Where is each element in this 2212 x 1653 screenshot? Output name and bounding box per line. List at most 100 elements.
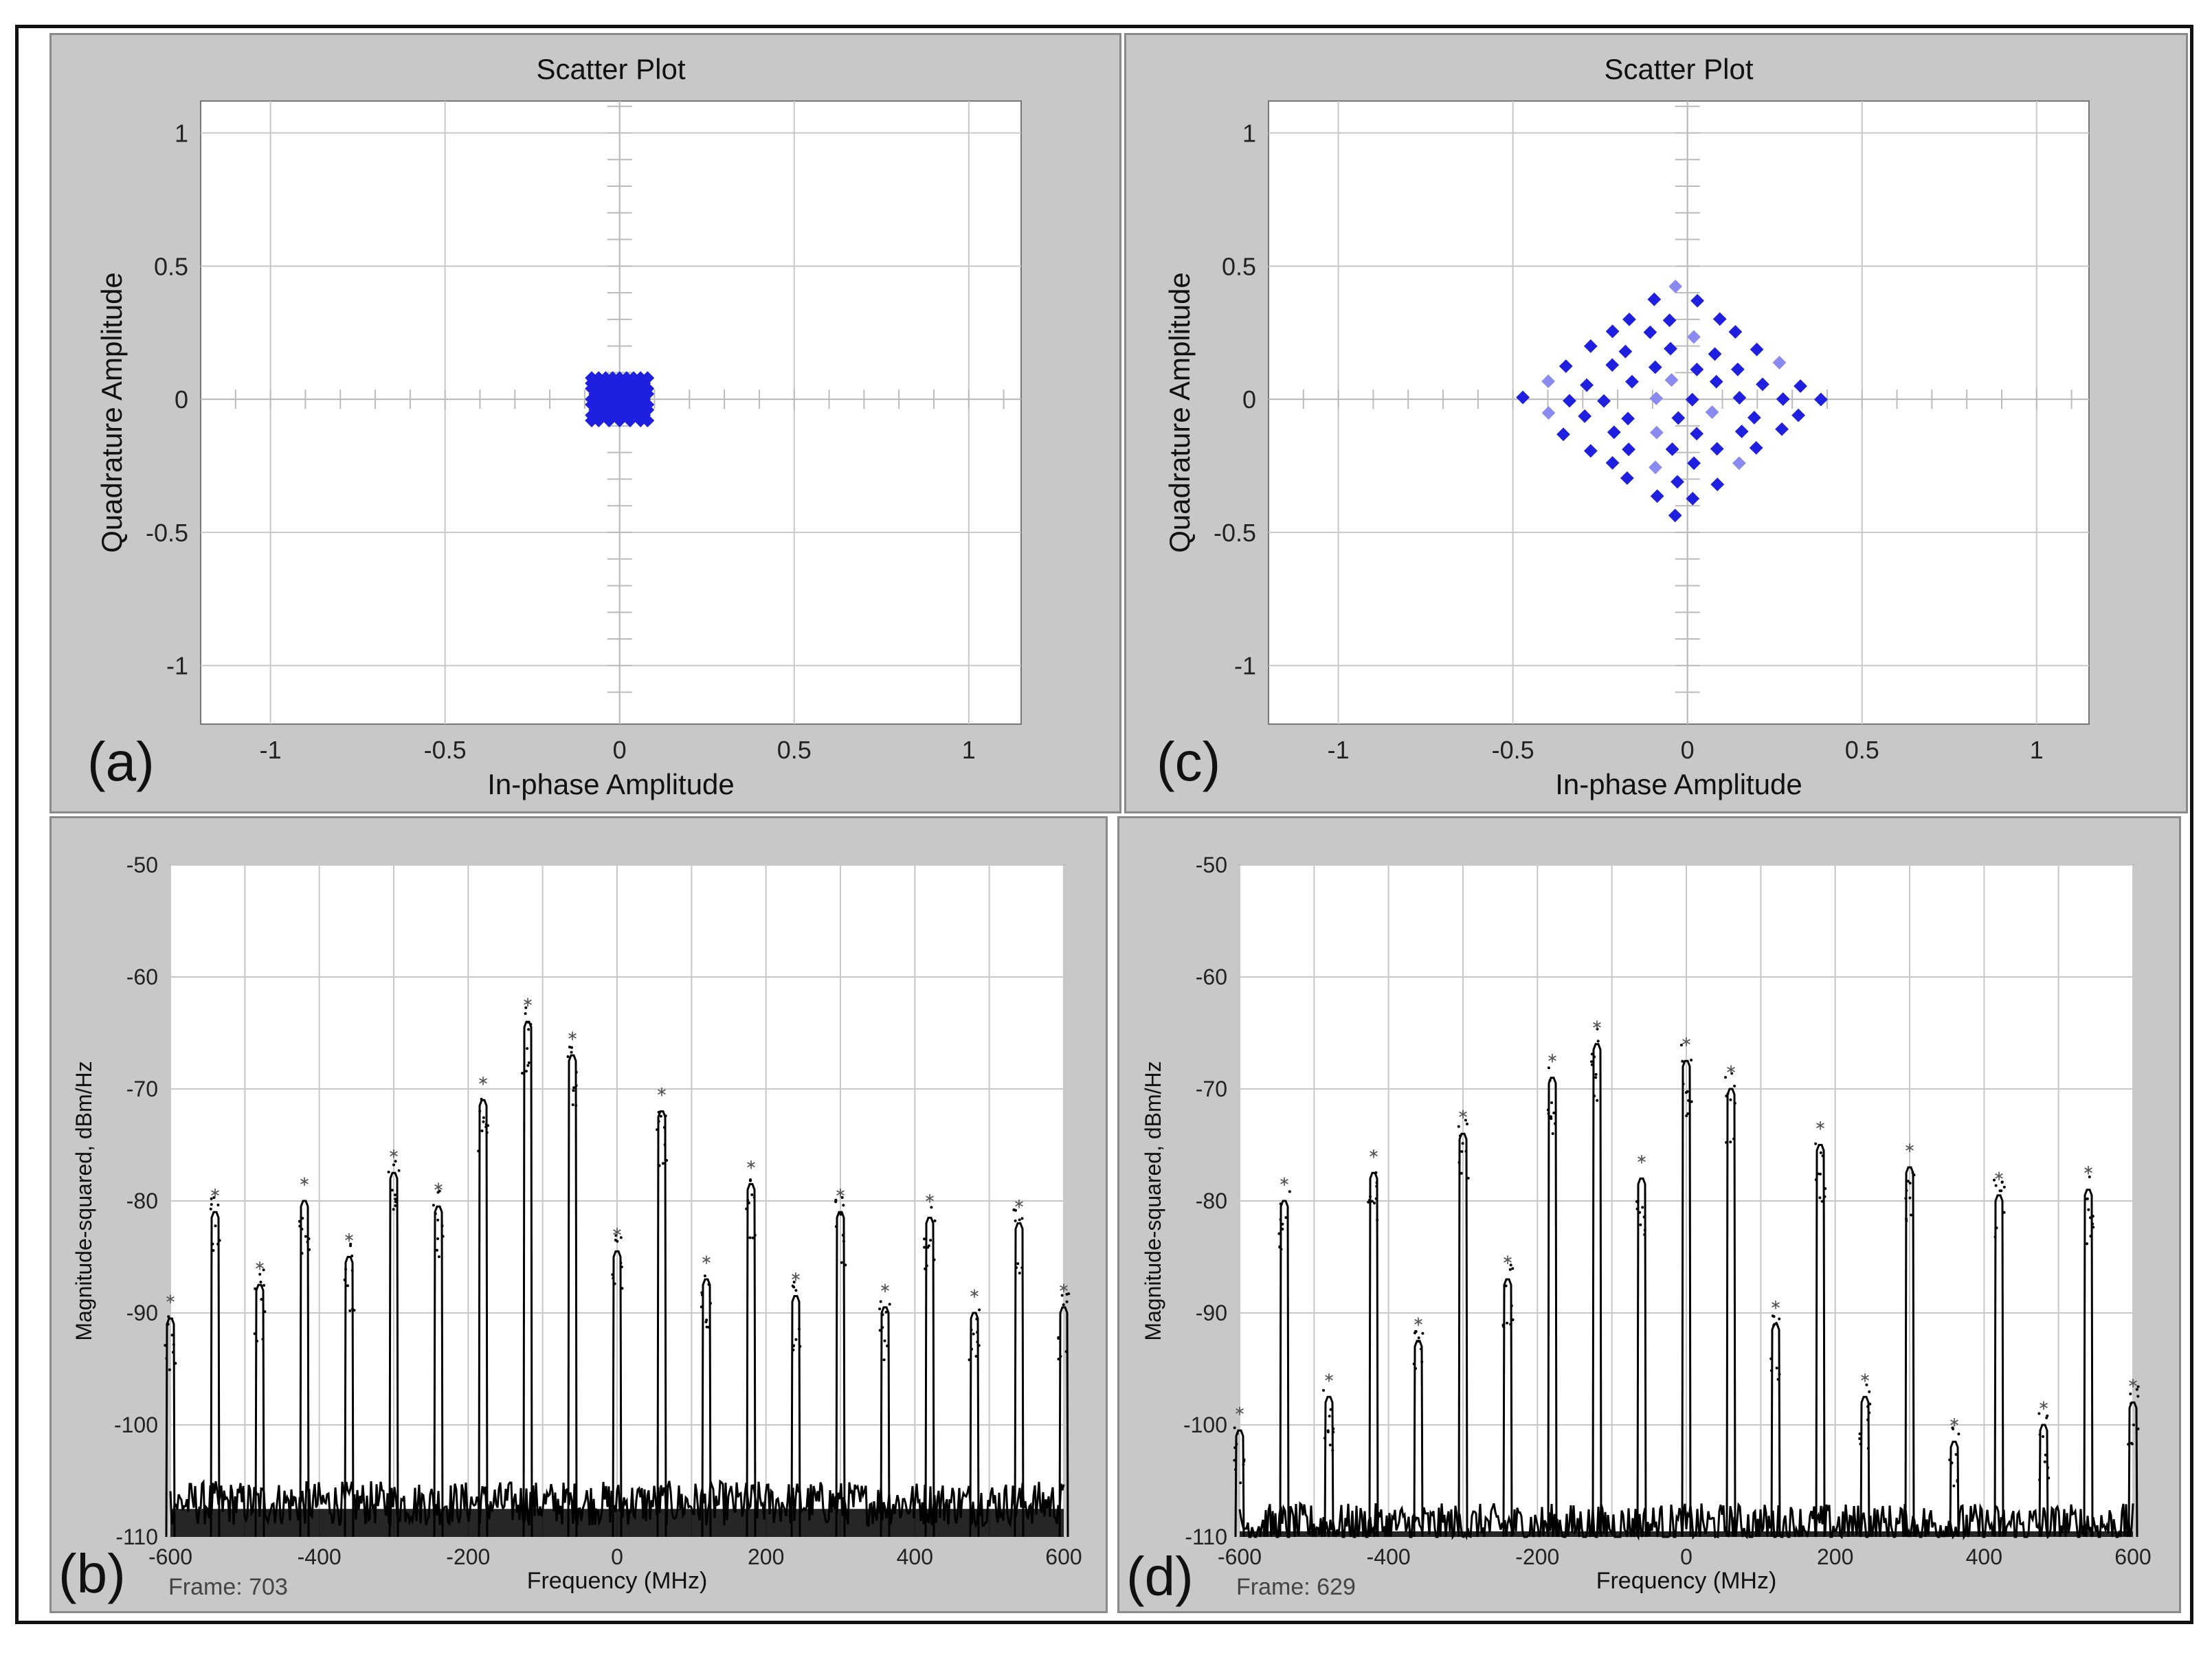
spectral-line — [567, 1054, 578, 1538]
peak-sample-dot — [524, 1006, 528, 1009]
peak-sample-dot — [1912, 1173, 1916, 1177]
peak-sample-dot — [1910, 1213, 1912, 1217]
spectral-line — [1368, 1171, 1379, 1538]
peak-sample-dot — [436, 1237, 439, 1240]
y-tick-label: -90 — [126, 1301, 158, 1325]
peak-sample-dot — [748, 1236, 752, 1239]
peak-sample-dot — [392, 1163, 395, 1167]
peak-sample-dot — [256, 1340, 258, 1342]
y-tick-label: -80 — [126, 1189, 158, 1213]
peak-sample-dot — [703, 1274, 706, 1278]
peak-sample-dot — [526, 1064, 530, 1067]
peak-sample-dot — [1461, 1142, 1464, 1145]
peak-hold-marker: ∗ — [388, 1146, 400, 1161]
peak-sample-dot — [1059, 1355, 1062, 1358]
peak-sample-dot — [930, 1206, 933, 1209]
scatter-point — [1747, 410, 1761, 425]
peak-sample-dot — [656, 1128, 659, 1132]
peak-sample-dot — [665, 1159, 669, 1162]
peak-sample-dot — [344, 1268, 347, 1271]
peak-sample-dot — [2132, 1424, 2135, 1426]
peak-sample-dot — [1331, 1449, 1334, 1452]
peak-sample-dot — [879, 1300, 882, 1303]
peak-sample-dot — [1776, 1378, 1780, 1381]
scatter-point — [1668, 279, 1683, 293]
peak-sample-dot — [1278, 1246, 1282, 1249]
peak-sample-dot — [262, 1268, 265, 1272]
scatter-point — [1734, 425, 1749, 438]
peak-sample-dot — [1730, 1072, 1734, 1075]
peak-sample-dot — [1460, 1171, 1463, 1175]
peak-sample-dot — [1367, 1200, 1370, 1204]
scatter-point — [1649, 460, 1662, 475]
peak-sample-dot — [927, 1244, 930, 1248]
y-tick-label: -50 — [1196, 853, 1227, 877]
scatter-point — [1580, 378, 1594, 392]
peak-sample-dot — [878, 1329, 882, 1332]
peak-sample-dot — [1332, 1430, 1335, 1434]
panel-b: -600 -400 -200 0 200 400 600 -50 -60 -70 -80 -90 -10… — [49, 816, 1108, 1613]
peak-hold-marker: ∗ — [1323, 1370, 1335, 1385]
peak-sample-dot — [1638, 1211, 1642, 1214]
peak-sample-dot — [752, 1196, 756, 1199]
peak-sample-dot — [840, 1261, 843, 1264]
peak-sample-dot — [1686, 1090, 1689, 1093]
peak-sample-dot — [300, 1228, 304, 1230]
spectral-line — [969, 1312, 980, 1538]
peak-sample-dot — [611, 1273, 614, 1277]
peak-sample-dot — [436, 1218, 440, 1222]
peak-sample-dot — [878, 1307, 882, 1311]
peak-sample-dot — [932, 1258, 936, 1261]
x-tick-label: -600 — [1218, 1544, 1262, 1569]
peak-sample-dot — [349, 1244, 352, 1248]
peak-sample-dot — [1062, 1303, 1065, 1307]
peak-sample-dot — [1554, 1122, 1556, 1125]
peak-sample-dot — [216, 1203, 220, 1206]
peak-sample-dot — [572, 1089, 575, 1092]
scatter-point — [1732, 391, 1747, 405]
x-tick-label: -0.5 — [1492, 736, 1534, 764]
peak-sample-dot — [521, 1072, 524, 1075]
peak-sample-dot — [1511, 1267, 1515, 1270]
peak-sample-dot — [260, 1298, 263, 1301]
x-tick-label: 1 — [962, 736, 976, 764]
peak-sample-dot — [1590, 1053, 1594, 1056]
scatter-point — [1776, 392, 1790, 406]
peak-sample-dot — [1288, 1190, 1291, 1193]
peak-sample-dot — [1547, 1066, 1550, 1070]
scatter-point — [1583, 444, 1598, 458]
peak-sample-dot — [1905, 1217, 1908, 1221]
spectral-line — [2127, 1401, 2138, 1538]
scatter-point — [1687, 456, 1701, 471]
peak-sample-dot — [974, 1355, 978, 1358]
peak-sample-dot — [883, 1339, 886, 1342]
peak-sample-dot — [299, 1224, 302, 1228]
peak-hold-marker: ∗ — [478, 1073, 489, 1088]
peak-sample-dot — [570, 1050, 573, 1054]
peak-sample-dot — [212, 1196, 216, 1200]
peak-sample-dot — [1905, 1219, 1908, 1223]
peak-sample-dot — [1065, 1300, 1069, 1303]
peak-sample-dot — [304, 1235, 307, 1238]
peak-sample-dot — [1375, 1181, 1378, 1184]
peak-sample-dot — [210, 1197, 213, 1200]
peak-sample-dot — [923, 1246, 926, 1249]
peak-sample-dot — [1995, 1226, 1998, 1230]
peak-sample-dot — [1242, 1458, 1246, 1461]
peak-sample-dot — [1550, 1117, 1553, 1121]
peak-sample-dot — [435, 1248, 438, 1252]
peak-sample-dot — [387, 1170, 390, 1173]
scatter-point — [1710, 442, 1724, 456]
frame-counter-b: Frame: 703 — [168, 1574, 288, 1600]
peak-sample-dot — [301, 1217, 304, 1220]
noise-floor-fill — [1240, 1531, 2133, 1537]
y-tick-label: -100 — [1183, 1413, 1227, 1437]
peak-sample-dot — [261, 1338, 265, 1341]
panel-a: -1 -0.5 0 0.5 1 1 0.5 0 -0.5 -1 Scatter Plot In-pha… — [49, 33, 1121, 813]
peak-sample-dot — [794, 1289, 798, 1292]
peak-sample-dot — [1417, 1340, 1420, 1343]
peak-sample-dot — [1816, 1172, 1820, 1176]
peak-sample-dot — [2000, 1180, 2004, 1184]
peak-sample-dot — [970, 1328, 973, 1331]
peak-sample-dot — [1060, 1294, 1064, 1297]
